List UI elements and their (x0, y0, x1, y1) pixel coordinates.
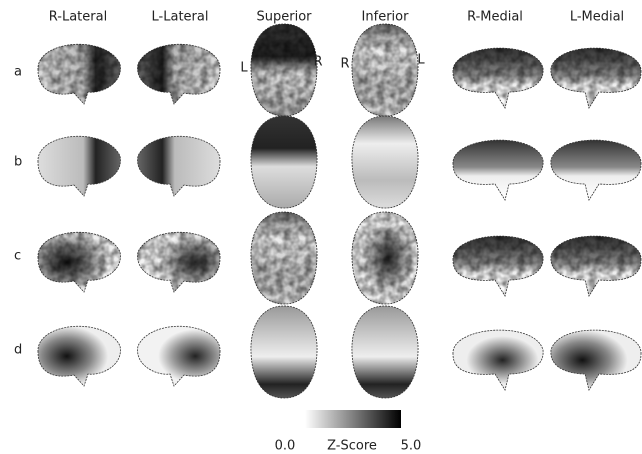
brain-surface (352, 116, 418, 208)
row-label: c (14, 249, 21, 264)
brain-view (551, 140, 641, 200)
row-label: b (14, 155, 22, 170)
brain-surface (352, 306, 418, 398)
brain-texture (251, 212, 317, 304)
brain-view (38, 44, 120, 104)
orientation-label: R (340, 57, 349, 72)
orientation-label: L (417, 53, 425, 68)
column-label: R-Lateral (49, 10, 107, 25)
brain-view (38, 232, 120, 292)
colorbar-min: 0.0 (275, 439, 296, 454)
brain-texture (453, 236, 543, 296)
brain-surface (251, 306, 317, 398)
brain-texture (38, 232, 120, 292)
brain-view (352, 116, 418, 208)
brain-view (352, 306, 418, 398)
brain-view (453, 330, 543, 390)
brain-texture (38, 44, 120, 104)
brain-view (138, 232, 220, 292)
brain-view (251, 116, 317, 208)
brain-texture (551, 236, 641, 296)
brain-texture (352, 24, 418, 116)
brain-view (551, 330, 641, 390)
brain-surface (251, 116, 317, 208)
brain-surface (138, 326, 220, 386)
figure: R-Lateral L-Lateral Superior Inferior R-… (0, 0, 642, 454)
brain-texture (251, 24, 317, 116)
brain-surface (38, 136, 120, 196)
brain-view (251, 306, 317, 398)
brain-surface (453, 330, 543, 390)
brain-view (38, 326, 120, 386)
brain-view (38, 136, 120, 196)
brain-view (453, 140, 543, 200)
brain-view (551, 48, 641, 108)
brain-texture (551, 48, 641, 108)
brain-view (138, 136, 220, 196)
column-label: L-Lateral (152, 10, 209, 25)
brain-view (453, 48, 543, 108)
brain-view (551, 236, 641, 296)
row-label: a (14, 65, 22, 80)
brain-view (352, 24, 418, 116)
brain-texture (138, 44, 220, 104)
brain-view (138, 44, 220, 104)
column-label: Superior (257, 10, 313, 25)
brain-surface (138, 136, 220, 196)
orientation-label: L (240, 61, 248, 76)
brain-view (352, 212, 418, 304)
brain-texture (138, 232, 220, 292)
brain-surface (551, 330, 641, 390)
brain-view (251, 212, 317, 304)
colorbar-max: 5.0 (401, 439, 422, 454)
row-label: d (14, 343, 22, 358)
brain-texture (352, 212, 418, 304)
brain-surface (453, 140, 543, 200)
brain-texture (453, 48, 543, 108)
brain-surface (551, 140, 641, 200)
column-label: L-Medial (570, 10, 624, 25)
brain-view (453, 236, 543, 296)
brain-view (138, 326, 220, 386)
brain-view (251, 24, 317, 116)
colorbar-label: Z-Score (327, 439, 377, 454)
column-label: Inferior (362, 10, 410, 25)
column-label: R-Medial (467, 10, 523, 25)
colorbar (305, 410, 401, 428)
orientation-label: R (313, 55, 322, 70)
brain-surface (38, 326, 120, 386)
